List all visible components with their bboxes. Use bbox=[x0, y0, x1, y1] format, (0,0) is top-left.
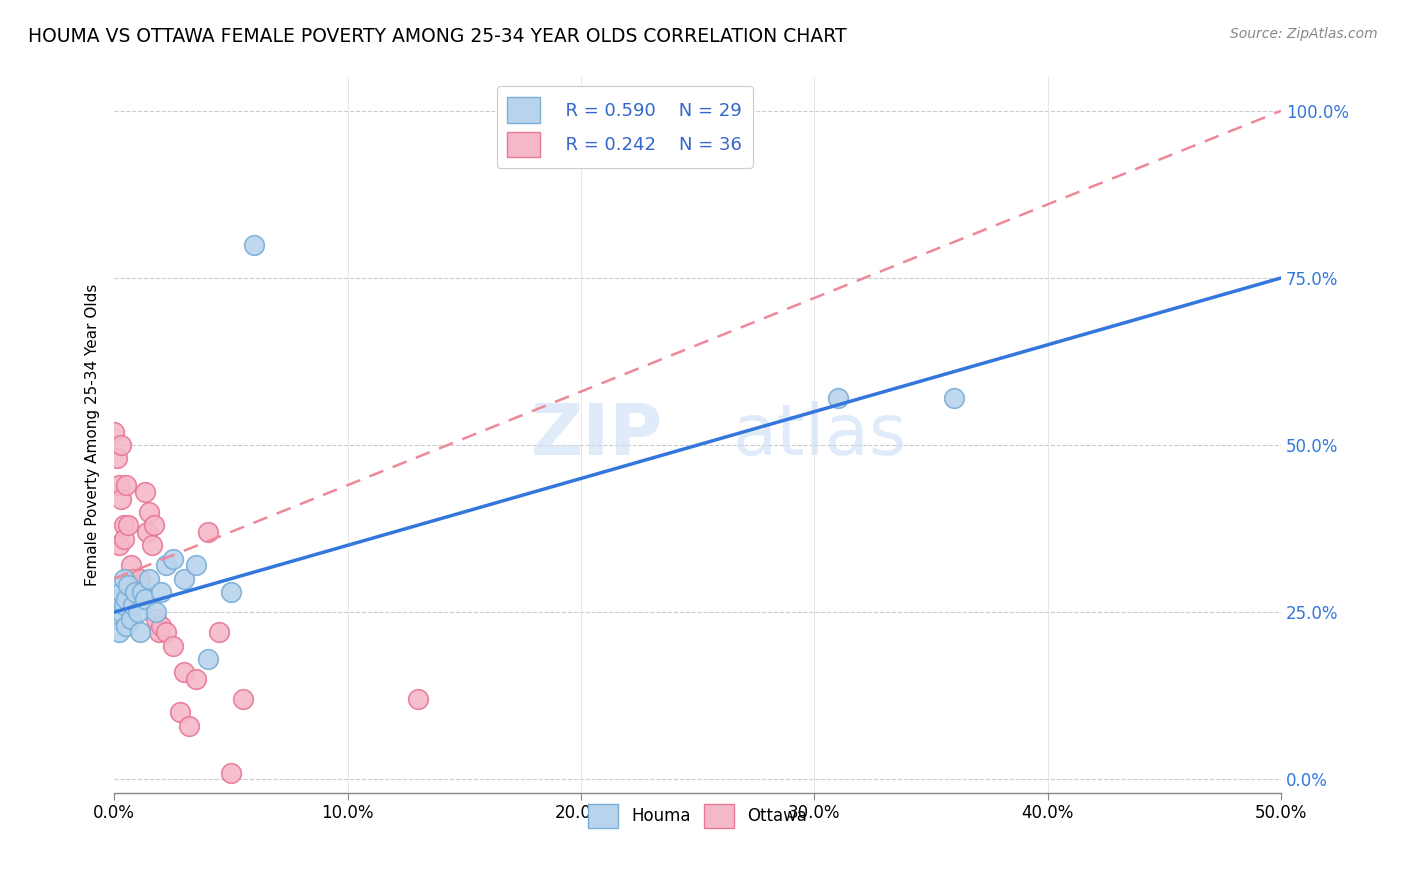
Point bbox=[124, 585, 146, 599]
Point bbox=[110, 491, 132, 506]
Point bbox=[124, 585, 146, 599]
Point bbox=[173, 572, 195, 586]
Text: HOUMA VS OTTAWA FEMALE POVERTY AMONG 25-34 YEAR OLDS CORRELATION CHART: HOUMA VS OTTAWA FEMALE POVERTY AMONG 25-… bbox=[28, 27, 846, 45]
Point bbox=[177, 719, 200, 733]
Point bbox=[112, 599, 135, 613]
Point bbox=[219, 765, 242, 780]
Point bbox=[208, 625, 231, 640]
Point bbox=[120, 612, 142, 626]
Point bbox=[184, 672, 207, 686]
Point bbox=[142, 518, 165, 533]
Point bbox=[131, 585, 153, 599]
Point bbox=[120, 558, 142, 573]
Point bbox=[162, 639, 184, 653]
Text: Source: ZipAtlas.com: Source: ZipAtlas.com bbox=[1230, 27, 1378, 41]
Text: ZIP: ZIP bbox=[530, 401, 662, 469]
Point bbox=[145, 605, 167, 619]
Point bbox=[121, 572, 143, 586]
Point bbox=[406, 692, 429, 706]
Point bbox=[127, 578, 149, 592]
Point bbox=[827, 392, 849, 406]
Point bbox=[115, 618, 138, 632]
Point bbox=[155, 558, 177, 573]
Point bbox=[162, 551, 184, 566]
Text: atlas: atlas bbox=[733, 401, 907, 469]
Point bbox=[145, 612, 167, 626]
Point bbox=[105, 612, 128, 626]
Point bbox=[173, 665, 195, 680]
Point bbox=[197, 652, 219, 666]
Point bbox=[110, 438, 132, 452]
Point bbox=[197, 524, 219, 539]
Point bbox=[138, 505, 160, 519]
Point bbox=[131, 591, 153, 606]
Point bbox=[117, 578, 139, 592]
Point bbox=[138, 572, 160, 586]
Point bbox=[108, 625, 131, 640]
Point bbox=[112, 518, 135, 533]
Point bbox=[943, 392, 966, 406]
Point bbox=[148, 625, 170, 640]
Point bbox=[115, 478, 138, 492]
Point bbox=[134, 591, 156, 606]
Point bbox=[149, 618, 172, 632]
Point bbox=[127, 605, 149, 619]
Point bbox=[105, 451, 128, 466]
Point bbox=[112, 572, 135, 586]
Point bbox=[128, 625, 150, 640]
Point bbox=[110, 605, 132, 619]
Point bbox=[128, 572, 150, 586]
Point bbox=[117, 518, 139, 533]
Point bbox=[155, 625, 177, 640]
Point bbox=[108, 538, 131, 552]
Point bbox=[103, 425, 125, 439]
Point bbox=[184, 558, 207, 573]
Point bbox=[149, 585, 172, 599]
Point bbox=[108, 591, 131, 606]
Point bbox=[112, 532, 135, 546]
Point bbox=[117, 572, 139, 586]
Legend: Houma, Ottawa: Houma, Ottawa bbox=[581, 797, 814, 834]
Point bbox=[169, 706, 191, 720]
Point bbox=[134, 484, 156, 499]
Point bbox=[231, 692, 253, 706]
Point bbox=[108, 478, 131, 492]
Point bbox=[243, 237, 266, 252]
Y-axis label: Female Poverty Among 25-34 Year Olds: Female Poverty Among 25-34 Year Olds bbox=[86, 284, 100, 586]
Point bbox=[135, 524, 157, 539]
Point bbox=[219, 585, 242, 599]
Point bbox=[115, 591, 138, 606]
Point bbox=[141, 538, 163, 552]
Point bbox=[121, 599, 143, 613]
Point bbox=[110, 585, 132, 599]
